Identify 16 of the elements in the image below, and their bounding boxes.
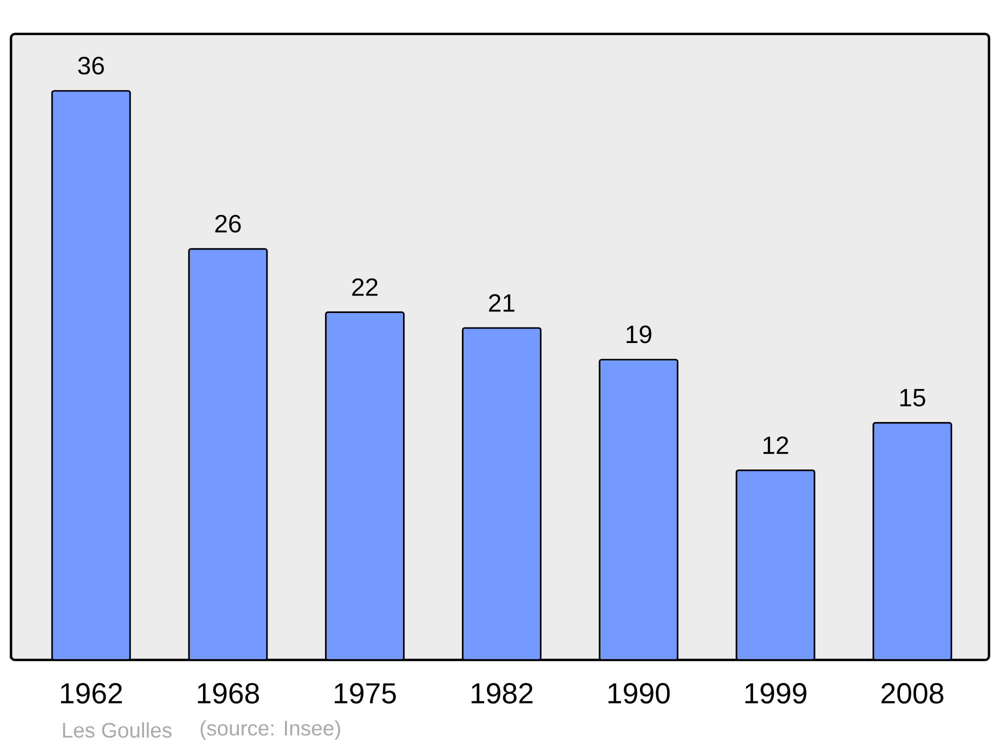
data-label: 12 (763, 436, 788, 454)
x-tick-label: 1990 (608, 683, 670, 704)
x-tick-label: 1982 (472, 683, 533, 704)
data-label: 36 (78, 56, 104, 74)
x-tick-label: 1975 (334, 683, 396, 704)
x-tick-label: 1968 (198, 683, 259, 704)
text: (source: Insee) (200, 720, 340, 740)
x-tick-label: 1962 (61, 683, 122, 704)
data-label: 15 (900, 389, 926, 406)
text: Les Goulles (63, 722, 172, 738)
x-tick-label: 1999 (745, 683, 806, 704)
data-label: 26 (215, 214, 241, 233)
data-label: 22 (352, 278, 378, 296)
data-label: 19 (626, 326, 652, 344)
data-label: 21 (489, 294, 514, 312)
x-tick-label: 2008 (882, 683, 944, 704)
